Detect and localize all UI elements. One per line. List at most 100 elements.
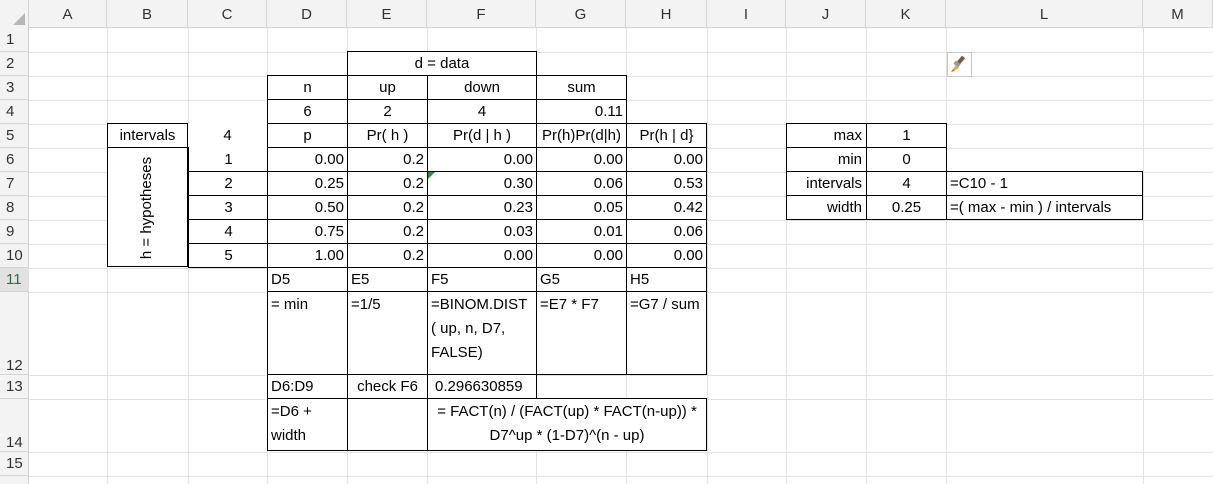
header-up[interactable]: up <box>347 75 428 100</box>
hyp-prh-cell[interactable]: 0.2 <box>347 195 428 220</box>
check-label[interactable]: check F6 <box>347 374 428 399</box>
header-n[interactable]: n <box>267 75 348 100</box>
hyp-prod-cell[interactable]: 0.00 <box>536 147 627 172</box>
note-d5[interactable]: D5 <box>267 267 348 292</box>
column-header-h[interactable]: H <box>626 0 707 28</box>
hyp-p-cell[interactable]: 0.50 <box>267 195 348 220</box>
data-title-cell[interactable]: d = data <box>347 51 537 76</box>
column-header-m[interactable]: M <box>1143 0 1213 28</box>
hyp-h-cell[interactable]: 1 <box>188 147 268 172</box>
check-value[interactable]: 0.296630859 <box>427 374 537 399</box>
hyp-post-cell[interactable]: 0.00 <box>626 243 707 268</box>
hyp-post-cell[interactable]: 0.42 <box>626 195 707 220</box>
param-max-label[interactable]: max <box>786 123 867 148</box>
hyp-post-cell[interactable]: 0.06 <box>626 219 707 244</box>
row-header-1[interactable]: 1 <box>0 28 29 52</box>
column-header-i[interactable]: I <box>707 0 786 28</box>
row-header-2[interactable]: 2 <box>0 52 29 76</box>
hyp-h-cell[interactable]: 2 <box>188 171 268 196</box>
hyp-prdh-cell[interactable]: 0.00 <box>427 243 537 268</box>
param-max-value[interactable]: 1 <box>866 123 947 148</box>
row-header-13[interactable]: 13 <box>0 375 29 399</box>
header-post[interactable]: Pr(h | d} <box>626 123 707 148</box>
param-width-value[interactable]: 0.25 <box>866 195 947 220</box>
row-header-10[interactable]: 10 <box>0 244 29 268</box>
note-d6d9[interactable]: D6:D9 <box>267 374 348 399</box>
fill-formula[interactable]: =D6 + width <box>267 398 348 451</box>
param-intervals-label[interactable]: intervals <box>786 171 867 196</box>
column-header-l[interactable]: L <box>946 0 1143 28</box>
header-sum[interactable]: sum <box>536 75 627 100</box>
select-all-corner[interactable] <box>0 0 29 28</box>
hyp-prdh-cell[interactable]: 0.03 <box>427 219 537 244</box>
column-header-a[interactable]: A <box>29 0 107 28</box>
row-header-14[interactable]: 14 <box>0 399 29 452</box>
fact-formula[interactable]: = FACT(n) / (FACT(up) * FACT(n-up)) * D7… <box>427 398 707 451</box>
param-intervals-formula[interactable]: =C10 - 1 <box>946 171 1143 196</box>
header-prod[interactable]: Pr(h)Pr(d|h) <box>536 123 627 148</box>
error-indicator-icon[interactable] <box>428 172 435 179</box>
hyp-prh-cell[interactable]: 0.2 <box>347 147 428 172</box>
note-h5[interactable]: H5 <box>626 267 707 292</box>
note-f5[interactable]: F5 <box>427 267 537 292</box>
hyp-h-cell[interactable]: 4 <box>188 219 268 244</box>
hyp-prh-cell[interactable]: 0.2 <box>347 243 428 268</box>
param-intervals-value[interactable]: 4 <box>866 171 947 196</box>
hyp-prdh-cell[interactable]: 0.00 <box>427 147 537 172</box>
hyp-prdh-cell[interactable]: 0.23 <box>427 195 537 220</box>
hyp-post-cell[interactable]: 0.00 <box>626 147 707 172</box>
value-sum[interactable]: 0.11 <box>536 99 627 124</box>
hyp-post-cell[interactable]: 0.53 <box>626 171 707 196</box>
paintbrush-icon[interactable] <box>947 52 972 77</box>
intervals-label-cell[interactable]: intervals <box>107 123 188 148</box>
row-header-15[interactable]: 15 <box>0 452 29 476</box>
column-header-j[interactable]: J <box>786 0 866 28</box>
hyp-prh-cell[interactable]: 0.2 <box>347 171 428 196</box>
hyp-prod-cell[interactable]: 0.05 <box>536 195 627 220</box>
hyp-p-cell[interactable]: 0.75 <box>267 219 348 244</box>
hyp-prh-cell[interactable]: 0.2 <box>347 219 428 244</box>
row-header-7[interactable]: 7 <box>0 172 29 196</box>
column-header-k[interactable]: K <box>866 0 946 28</box>
value-n[interactable]: 6 <box>267 99 348 124</box>
formula-d[interactable]: = min <box>267 291 348 375</box>
hyp-p-cell[interactable]: 0.00 <box>267 147 348 172</box>
hypotheses-label-cell[interactable]: h = hypotheses <box>107 147 188 267</box>
hyp-h-cell[interactable]: 3 <box>188 195 268 220</box>
value-down[interactable]: 4 <box>427 99 537 124</box>
header-down[interactable]: down <box>427 75 537 100</box>
param-width-label[interactable]: width <box>786 195 867 220</box>
column-header-g[interactable]: G <box>536 0 626 28</box>
hyp-prod-cell[interactable]: 0.06 <box>536 171 627 196</box>
hyp-prod-cell[interactable]: 0.01 <box>536 219 627 244</box>
column-header-b[interactable]: B <box>107 0 188 28</box>
column-header-d[interactable]: D <box>267 0 347 28</box>
hyp-prdh-cell[interactable]: 0.30 <box>427 171 537 196</box>
intervals-value-cell[interactable]: 4 <box>188 124 267 147</box>
formula-g[interactable]: =E7 * F7 <box>536 291 627 375</box>
row-header-12[interactable]: 12 <box>0 292 29 375</box>
header-p[interactable]: p <box>267 123 348 148</box>
column-header-f[interactable]: F <box>427 0 536 28</box>
param-width-formula[interactable]: =( max - min ) / intervals <box>946 195 1143 220</box>
header-prdh[interactable]: Pr(d | h ) <box>427 123 537 148</box>
formula-h[interactable]: =G7 / sum <box>626 291 707 375</box>
hyp-p-cell[interactable]: 1.00 <box>267 243 348 268</box>
row-header-6[interactable]: 6 <box>0 148 29 172</box>
row-header-3[interactable]: 3 <box>0 76 29 100</box>
param-min-label[interactable]: min <box>786 147 867 172</box>
value-up[interactable]: 2 <box>347 99 428 124</box>
param-min-value[interactable]: 0 <box>866 147 947 172</box>
hyp-prod-cell[interactable]: 0.00 <box>536 243 627 268</box>
formula-e[interactable]: =1/5 <box>347 291 428 375</box>
note-e5[interactable]: E5 <box>347 267 428 292</box>
hyp-p-cell[interactable]: 0.25 <box>267 171 348 196</box>
row-header-9[interactable]: 9 <box>0 220 29 244</box>
hyp-h-cell[interactable]: 5 <box>188 243 268 268</box>
row-header-5[interactable]: 5 <box>0 124 29 148</box>
empty-e14[interactable] <box>347 398 428 451</box>
row-header-11[interactable]: 11 <box>0 268 29 292</box>
formula-f[interactable]: =BINOM.DIST ( up, n, D7, FALSE) <box>427 291 537 375</box>
row-header-4[interactable]: 4 <box>0 100 29 124</box>
